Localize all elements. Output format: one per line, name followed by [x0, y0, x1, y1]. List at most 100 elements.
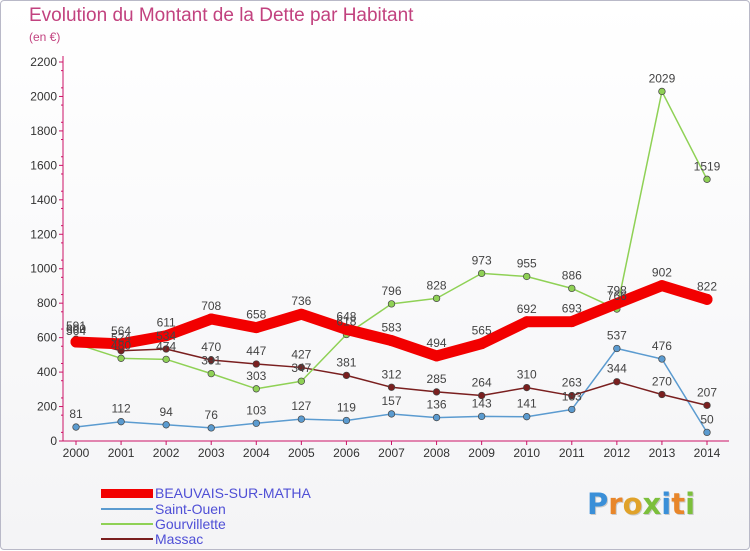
data-point-beauvais-sur-matha: [656, 280, 668, 292]
data-point-saint-ouen: [613, 344, 621, 353]
data-label-gourvillette: 796: [381, 284, 401, 298]
x-tick-label: 2008: [423, 446, 450, 460]
data-point-gourvillette: [658, 87, 666, 96]
legend-item-saint-ouen: Saint-Ouen: [101, 502, 226, 516]
data-label-gourvillette: 303: [246, 369, 266, 383]
data-point-gourvillette: [432, 294, 441, 303]
legend-item-beauvais: BEAUVAIS-SUR-MATHA: [101, 486, 311, 500]
data-label-beauvais-sur-matha: 692: [517, 302, 537, 316]
data-label-saint-ouen: 141: [517, 397, 537, 411]
y-tick-label: 2200: [30, 55, 57, 69]
data-label-massac: 344: [607, 362, 627, 376]
data-label-saint-ouen: 136: [427, 398, 447, 412]
y-tick-label: 1800: [30, 124, 57, 138]
chart-subtitle: (en €): [29, 30, 61, 44]
data-point-massac: [297, 363, 306, 372]
data-point-massac: [432, 388, 441, 396]
data-point-saint-ouen: [117, 418, 125, 426]
data-point-beauvais-sur-matha: [160, 330, 172, 342]
data-point-gourvillette: [703, 175, 711, 183]
x-tick-label: 2002: [153, 446, 180, 460]
data-point-gourvillette: [252, 385, 260, 393]
data-label-saint-ouen: 127: [291, 399, 311, 413]
x-tick-label: 2001: [108, 446, 135, 460]
data-point-beauvais-sur-matha: [611, 298, 623, 310]
y-tick-label: 1000: [30, 262, 57, 276]
proxiti-logo: Proxiti: [587, 487, 696, 521]
x-tick-label: 2004: [243, 446, 270, 460]
data-label-beauvais-sur-matha: 600: [66, 322, 86, 336]
data-label-saint-ouen: 103: [246, 403, 266, 417]
y-tick-label: 800: [37, 296, 57, 310]
data-label-beauvais-sur-matha: 736: [291, 294, 311, 308]
data-label-gourvillette: 766: [607, 289, 627, 303]
data-point-massac: [252, 360, 260, 368]
data-point-massac: [658, 390, 666, 399]
data-label-beauvais-sur-matha: 708: [201, 299, 221, 313]
data-point-massac: [207, 356, 215, 364]
y-tick-label: 1600: [30, 158, 57, 172]
y-tick-label: 2000: [30, 89, 57, 103]
x-tick-label: 2012: [604, 446, 631, 460]
y-tick-label: 600: [37, 331, 57, 345]
data-label-beauvais-sur-matha: 564: [111, 324, 131, 338]
data-label-massac: 427: [291, 347, 311, 361]
data-label-saint-ouen: 119: [337, 400, 356, 414]
data-label-beauvais-sur-matha: 648: [336, 309, 356, 323]
data-point-saint-ouen: [387, 410, 396, 418]
data-point-saint-ouen: [72, 423, 80, 431]
data-label-massac: 310: [517, 368, 537, 382]
legend-item-massac: Massac: [101, 532, 203, 546]
data-label-massac: 591: [66, 319, 86, 333]
data-point-saint-ouen: [658, 355, 666, 363]
legend-swatch-gourvillette: [101, 523, 153, 525]
data-point-gourvillette: [162, 355, 170, 363]
data-label-gourvillette: 828: [427, 278, 447, 292]
y-tick-label: 1200: [30, 227, 57, 241]
legend-label-massac: Massac: [155, 531, 204, 547]
data-point-massac: [568, 392, 576, 400]
data-label-massac: 470: [201, 340, 221, 354]
data-label-gourvillette: 391: [201, 354, 221, 368]
data-point-beauvais-sur-matha: [115, 338, 127, 350]
data-point-beauvais-sur-matha: [701, 293, 713, 305]
data-label-saint-ouen: 94: [159, 405, 173, 419]
data-label-gourvillette: 480: [111, 338, 131, 352]
y-tick-label: 200: [37, 400, 57, 414]
data-point-saint-ouen: [342, 416, 351, 425]
data-point-saint-ouen: [252, 419, 260, 427]
data-label-beauvais-sur-matha: 565: [472, 324, 492, 338]
data-point-gourvillette: [568, 284, 576, 293]
data-point-beauvais-sur-matha: [250, 322, 262, 334]
data-label-gourvillette: 2029: [649, 71, 676, 85]
data-point-gourvillette: [207, 369, 215, 378]
data-point-beauvais-sur-matha: [70, 336, 82, 348]
y-tick-label: 1400: [30, 193, 57, 207]
x-tick-label: 2006: [333, 446, 360, 460]
data-label-saint-ouen: 157: [381, 394, 401, 408]
data-label-saint-ouen: 112: [112, 402, 131, 416]
data-label-gourvillette: 886: [562, 268, 582, 282]
data-label-massac: 264: [472, 376, 492, 390]
data-label-gourvillette: 564: [66, 324, 86, 338]
data-label-massac: 381: [336, 355, 356, 369]
data-point-beauvais-sur-matha: [566, 316, 578, 328]
legend-label-saint-ouen: Saint-Ouen: [155, 501, 226, 517]
x-tick-label: 2007: [378, 446, 405, 460]
legend-label-beauvais: BEAUVAIS-SUR-MATHA: [155, 485, 311, 501]
data-label-gourvillette: 347: [291, 361, 311, 375]
x-tick-label: 2014: [694, 446, 721, 460]
data-point-beauvais-sur-matha: [340, 323, 352, 335]
data-label-massac: 207: [697, 385, 717, 399]
data-point-saint-ouen: [162, 421, 170, 429]
data-label-saint-ouen: 143: [472, 396, 492, 410]
data-point-gourvillette: [117, 354, 125, 362]
data-point-beauvais-sur-matha: [476, 338, 488, 350]
y-tick-label: 0: [50, 434, 57, 448]
data-label-saint-ouen: 537: [607, 328, 627, 342]
data-label-saint-ouen: 81: [69, 407, 83, 421]
data-point-beauvais-sur-matha: [521, 316, 533, 328]
y-tick-label: 400: [37, 365, 57, 379]
data-label-gourvillette: 1519: [694, 159, 721, 173]
